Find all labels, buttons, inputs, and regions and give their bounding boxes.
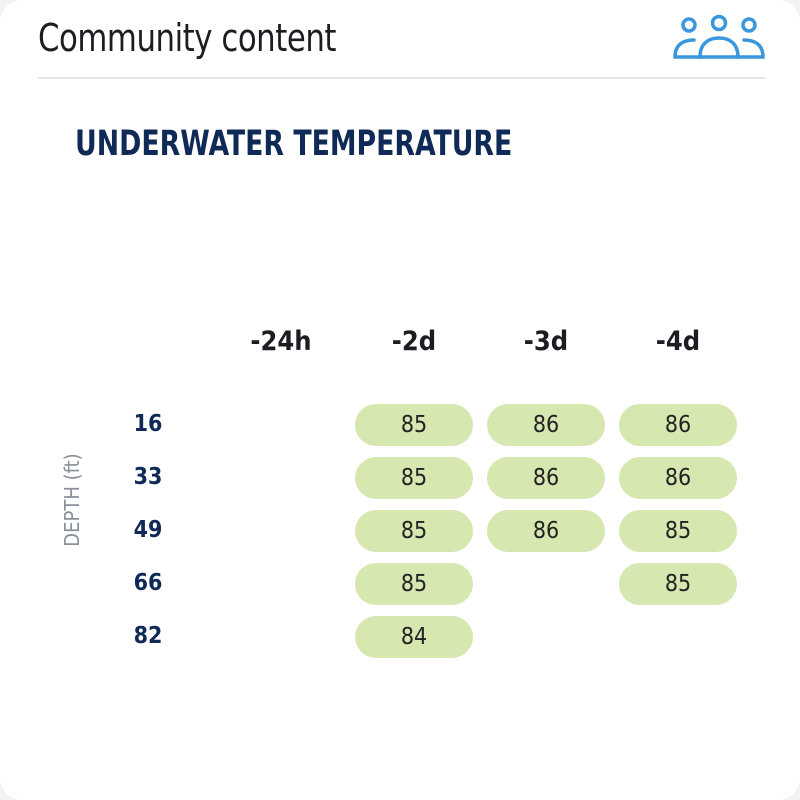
depth-label: 82 (133, 623, 163, 649)
card-title: Community content (38, 16, 336, 60)
temperature-cell: 85 (355, 563, 473, 605)
column-header: -2d (391, 326, 437, 357)
depth-label: 33 (133, 464, 163, 490)
temperature-cell: 86 (487, 457, 605, 499)
temperature-cell: 85 (355, 457, 473, 499)
temperature-cell: 85 (619, 563, 737, 605)
column-header: -3d (523, 326, 569, 357)
depth-label: 49 (133, 517, 163, 543)
temperature-cell: 86 (487, 510, 605, 552)
community-people-icon[interactable] (672, 14, 766, 60)
temperature-cell: 86 (619, 457, 737, 499)
depth-axis-label: DEPTH (ft) (60, 453, 84, 547)
temperature-cell: 85 (355, 404, 473, 446)
column-header: -4d (655, 326, 701, 357)
temperature-cell: 86 (619, 404, 737, 446)
temperature-cell: 86 (487, 404, 605, 446)
widget-title: UNDERWATER TEMPERATURE (75, 124, 513, 164)
temperature-cell: 85 (355, 510, 473, 552)
header-divider (38, 77, 765, 79)
temperature-cell: 84 (355, 616, 473, 658)
depth-label: 16 (133, 411, 163, 437)
depth-label: 66 (133, 570, 163, 596)
column-header: -24h (250, 326, 312, 357)
temperature-cell: 85 (619, 510, 737, 552)
